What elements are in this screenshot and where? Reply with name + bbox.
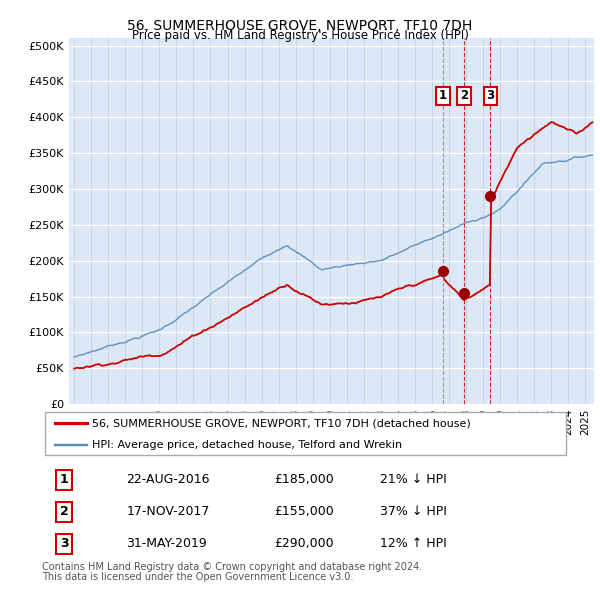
Text: 3: 3 (60, 537, 68, 550)
Text: 1: 1 (60, 473, 68, 486)
Text: 17-NOV-2017: 17-NOV-2017 (127, 505, 210, 518)
Text: 2: 2 (460, 89, 468, 102)
Text: Price paid vs. HM Land Registry's House Price Index (HPI): Price paid vs. HM Land Registry's House … (131, 30, 469, 42)
Text: £185,000: £185,000 (274, 473, 334, 486)
Text: 56, SUMMERHOUSE GROVE, NEWPORT, TF10 7DH (detached house): 56, SUMMERHOUSE GROVE, NEWPORT, TF10 7DH… (92, 418, 471, 428)
Text: 12% ↑ HPI: 12% ↑ HPI (380, 537, 446, 550)
Text: 31-MAY-2019: 31-MAY-2019 (127, 537, 207, 550)
Text: 2: 2 (60, 505, 68, 518)
FancyBboxPatch shape (44, 412, 566, 455)
Text: 1: 1 (439, 89, 447, 102)
Text: HPI: Average price, detached house, Telford and Wrekin: HPI: Average price, detached house, Telf… (92, 441, 402, 450)
Text: Contains HM Land Registry data © Crown copyright and database right 2024.: Contains HM Land Registry data © Crown c… (42, 562, 422, 572)
Text: 22-AUG-2016: 22-AUG-2016 (127, 473, 210, 486)
Text: 37% ↓ HPI: 37% ↓ HPI (380, 505, 447, 518)
Text: 56, SUMMERHOUSE GROVE, NEWPORT, TF10 7DH: 56, SUMMERHOUSE GROVE, NEWPORT, TF10 7DH (127, 19, 473, 34)
Text: This data is licensed under the Open Government Licence v3.0.: This data is licensed under the Open Gov… (42, 572, 353, 582)
Text: £290,000: £290,000 (274, 537, 334, 550)
Text: 21% ↓ HPI: 21% ↓ HPI (380, 473, 446, 486)
Text: 3: 3 (486, 89, 494, 102)
Text: £155,000: £155,000 (274, 505, 334, 518)
